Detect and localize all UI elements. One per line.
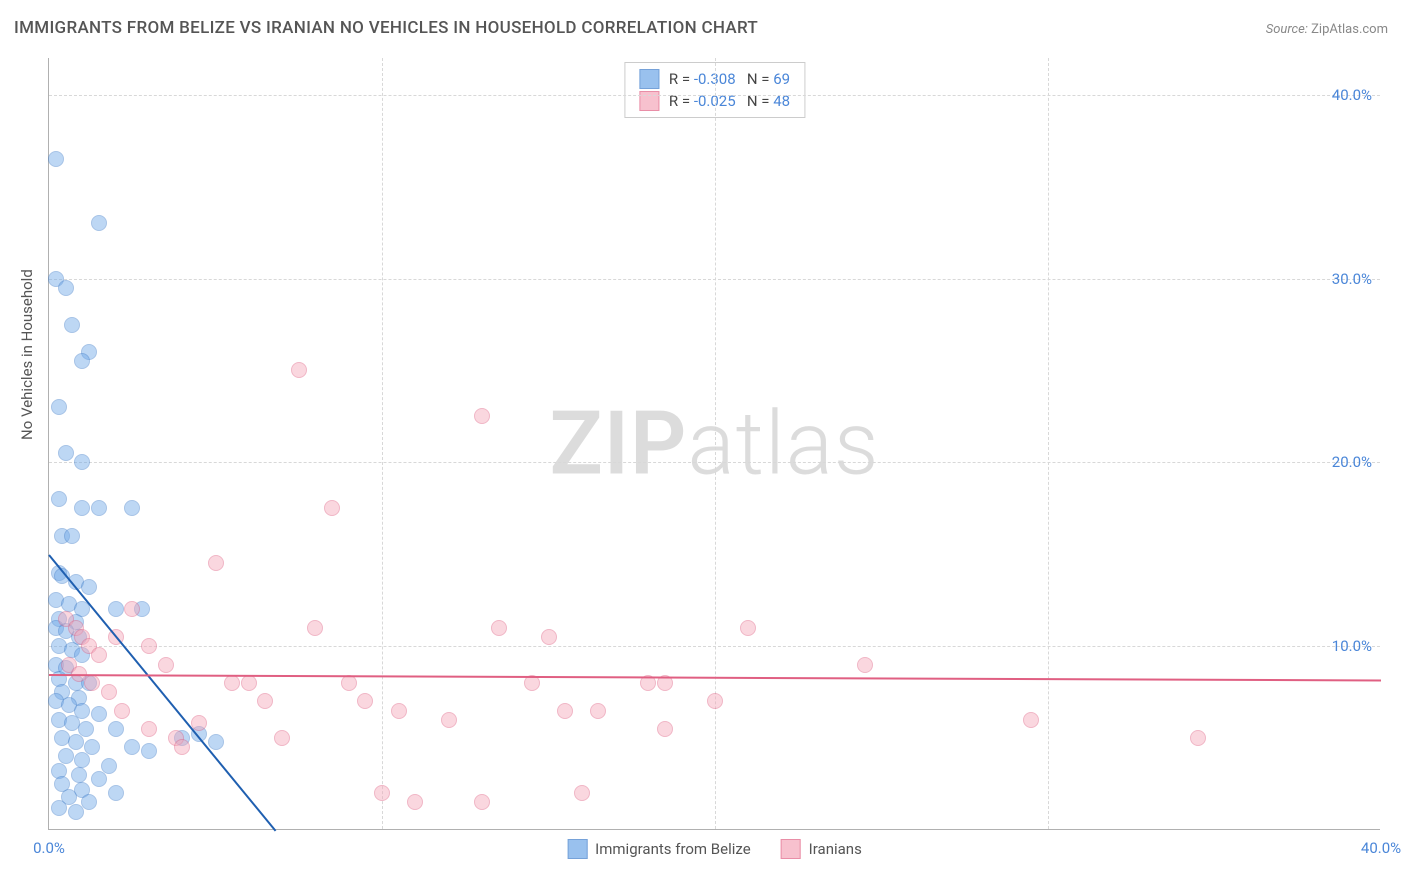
scatter-point xyxy=(71,767,87,783)
scatter-point xyxy=(124,500,140,516)
scatter-point xyxy=(84,675,100,691)
scatter-point xyxy=(441,712,457,728)
scatter-point xyxy=(91,215,107,231)
series-name: Immigrants from Belize xyxy=(595,840,751,858)
scatter-point xyxy=(108,785,124,801)
chart-plot-area: ZIPatlas R = -0.308 N = 69 R = -0.025 N … xyxy=(48,58,1380,830)
scatter-point xyxy=(1190,730,1206,746)
scatter-point xyxy=(158,657,174,673)
scatter-point xyxy=(324,500,340,516)
scatter-point xyxy=(707,693,723,709)
scatter-point xyxy=(307,620,323,636)
scatter-point xyxy=(474,408,490,424)
scatter-point xyxy=(241,675,257,691)
chart-title: IMMIGRANTS FROM BELIZE VS IRANIAN NO VEH… xyxy=(14,18,758,38)
scatter-point xyxy=(74,752,90,768)
y-tick-label: 20.0% xyxy=(1332,453,1372,471)
scatter-point xyxy=(357,693,373,709)
scatter-point xyxy=(64,317,80,333)
scatter-point xyxy=(91,706,107,722)
scatter-point xyxy=(48,151,64,167)
scatter-point xyxy=(81,579,97,595)
legend-swatch-iranians xyxy=(781,839,801,859)
scatter-point xyxy=(391,703,407,719)
x-tick-label: 0.0% xyxy=(33,839,65,857)
scatter-point xyxy=(124,739,140,755)
scatter-point xyxy=(740,620,756,636)
scatter-point xyxy=(58,280,74,296)
y-tick-label: 10.0% xyxy=(1332,637,1372,655)
scatter-point xyxy=(101,684,117,700)
scatter-point xyxy=(108,601,124,617)
series-name: Iranians xyxy=(809,840,862,858)
scatter-point xyxy=(91,500,107,516)
scatter-point xyxy=(141,721,157,737)
scatter-point xyxy=(114,703,130,719)
scatter-point xyxy=(541,629,557,645)
scatter-point xyxy=(68,734,84,750)
scatter-point xyxy=(91,647,107,663)
y-tick-label: 30.0% xyxy=(1332,270,1372,288)
scatter-point xyxy=(574,785,590,801)
watermark-bold: ZIP xyxy=(549,392,687,495)
scatter-point xyxy=(1023,712,1039,728)
source-credit: Source: ZipAtlas.com xyxy=(1266,22,1388,37)
scatter-point xyxy=(341,675,357,691)
scatter-point xyxy=(224,675,240,691)
scatter-point xyxy=(274,730,290,746)
scatter-point xyxy=(557,703,573,719)
scatter-point xyxy=(91,771,107,787)
scatter-point xyxy=(68,804,84,820)
watermark-light: atlas xyxy=(687,392,879,495)
scatter-point xyxy=(857,657,873,673)
scatter-point xyxy=(291,362,307,378)
scatter-point xyxy=(51,491,67,507)
scatter-point xyxy=(590,703,606,719)
series-legend-item: Iranians xyxy=(781,839,862,859)
scatter-point xyxy=(374,785,390,801)
scatter-point xyxy=(174,739,190,755)
scatter-point xyxy=(74,500,90,516)
scatter-point xyxy=(141,638,157,654)
legend-swatch-belize xyxy=(567,839,587,859)
vgridline xyxy=(382,58,383,829)
scatter-point xyxy=(657,721,673,737)
scatter-point xyxy=(81,794,97,810)
scatter-point xyxy=(51,399,67,415)
scatter-point xyxy=(491,620,507,636)
scatter-point xyxy=(51,800,67,816)
scatter-point xyxy=(74,454,90,470)
legend-stat-text: R = -0.308 N = 69 xyxy=(669,70,790,88)
source-value: ZipAtlas.com xyxy=(1311,22,1388,37)
scatter-point xyxy=(208,734,224,750)
x-tick-label: 40.0% xyxy=(1361,839,1401,857)
vgridline xyxy=(715,58,716,829)
series-legend-item: Immigrants from Belize xyxy=(567,839,751,859)
scatter-point xyxy=(74,353,90,369)
y-axis-label: No Vehicles in Household xyxy=(18,269,36,440)
scatter-point xyxy=(474,794,490,810)
scatter-point xyxy=(58,748,74,764)
scatter-point xyxy=(58,445,74,461)
scatter-point xyxy=(64,528,80,544)
scatter-point xyxy=(257,693,273,709)
scatter-point xyxy=(124,601,140,617)
vgridline xyxy=(1048,58,1049,829)
scatter-point xyxy=(141,743,157,759)
scatter-point xyxy=(108,721,124,737)
y-tick-label: 40.0% xyxy=(1332,86,1372,104)
scatter-point xyxy=(208,555,224,571)
series-legend: Immigrants from Belize Iranians xyxy=(567,839,862,859)
legend-n-value: 69 xyxy=(773,70,790,88)
scatter-point xyxy=(407,794,423,810)
source-label: Source: xyxy=(1266,22,1308,37)
legend-swatch-belize xyxy=(639,69,659,89)
